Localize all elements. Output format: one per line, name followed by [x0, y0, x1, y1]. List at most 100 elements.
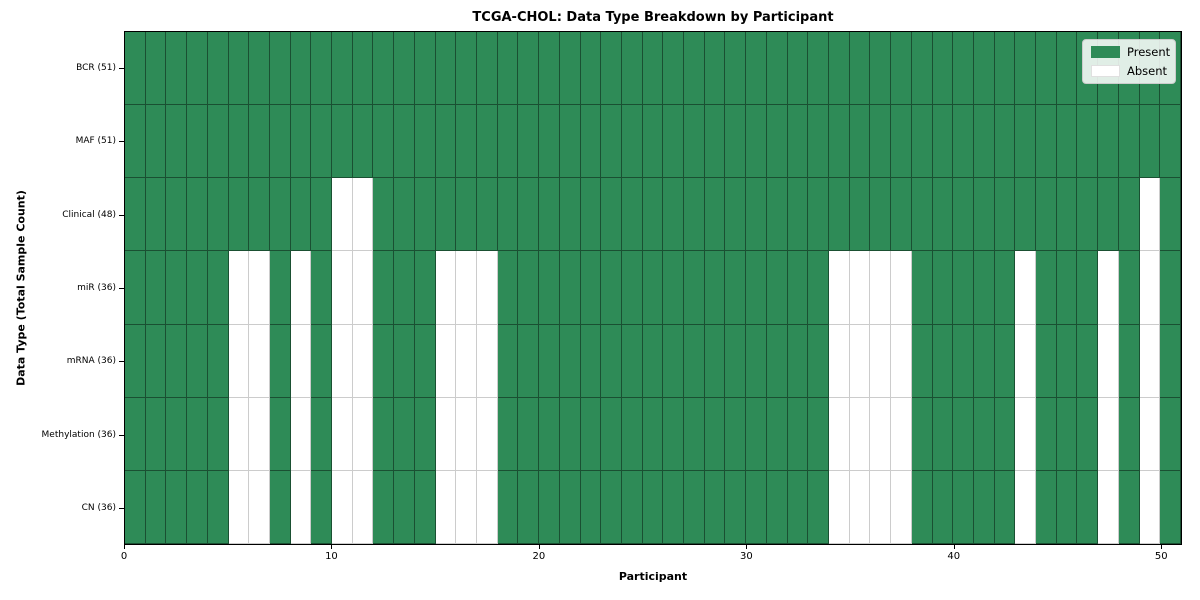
heatmap-cell — [228, 178, 250, 252]
heatmap-cell — [787, 397, 809, 471]
heatmap-cell — [1015, 178, 1037, 252]
heatmap-cell — [1160, 470, 1181, 544]
heatmap-cell — [849, 470, 871, 544]
heatmap-cell — [269, 32, 291, 106]
heatmap-cell — [414, 470, 436, 544]
heatmap-cell — [1036, 324, 1057, 398]
y-tick-mark — [119, 288, 124, 289]
heatmap-cell — [311, 251, 333, 325]
heatmap-cell — [207, 324, 229, 398]
heatmap-cell — [187, 105, 208, 179]
heatmap-cell — [352, 397, 374, 471]
heatmap-cell — [870, 251, 892, 325]
heatmap-cell — [1098, 470, 1119, 544]
heatmap-cell — [973, 397, 995, 471]
heatmap-cell — [808, 470, 829, 544]
heatmap-cell — [166, 470, 188, 544]
heatmap-cell — [373, 324, 395, 398]
heatmap-cell — [477, 178, 498, 252]
plot-area — [124, 31, 1182, 545]
heatmap-cell — [746, 470, 767, 544]
heatmap-cell — [166, 397, 188, 471]
heatmap-cell — [332, 251, 353, 325]
heatmap-cell — [911, 178, 933, 252]
x-tick-label: 0 — [120, 551, 128, 562]
heatmap-cell — [311, 32, 333, 106]
heatmap-cell — [787, 32, 809, 106]
heatmap-cell — [621, 324, 643, 398]
y-tick-mark — [119, 434, 124, 436]
heatmap-cell — [891, 105, 912, 179]
heatmap-cell — [414, 397, 436, 471]
heatmap-cell — [973, 32, 995, 106]
y-tick-label: miR (36) — [77, 283, 116, 293]
heatmap-cell — [684, 397, 705, 471]
heatmap-cell — [663, 324, 685, 398]
heatmap-cell — [228, 324, 250, 398]
heatmap-cell — [973, 105, 995, 179]
heatmap-cell — [497, 324, 519, 398]
heatmap-cell — [207, 397, 229, 471]
heatmap-cell — [891, 251, 912, 325]
heatmap-cell — [1015, 324, 1037, 398]
heatmap-cell — [539, 178, 560, 252]
heatmap-cell — [497, 251, 519, 325]
heatmap-cell — [1036, 105, 1057, 179]
heatmap-cell — [601, 251, 622, 325]
heatmap-cell — [891, 470, 912, 544]
heatmap-cell — [269, 397, 291, 471]
heatmap-cell — [518, 178, 540, 252]
heatmap-cell — [684, 32, 705, 106]
heatmap-cell — [994, 470, 1016, 544]
heatmap-cell — [1077, 251, 1099, 325]
legend: Present Absent — [1082, 39, 1176, 84]
heatmap-cell — [373, 105, 395, 179]
heatmap-cell — [228, 32, 250, 106]
y-tick-label: MAF (51) — [75, 136, 116, 147]
heatmap-cell — [787, 324, 809, 398]
heatmap-cell — [228, 470, 250, 544]
heatmap-cell — [518, 397, 540, 471]
heatmap-cell — [373, 32, 395, 106]
heatmap-cell — [684, 178, 705, 252]
heatmap-cell — [539, 470, 560, 544]
heatmap-cell — [290, 470, 312, 544]
heatmap-cell — [477, 470, 498, 544]
heatmap-cell — [849, 251, 871, 325]
heatmap-cell — [332, 105, 353, 179]
heatmap-cell — [125, 397, 146, 471]
heatmap-cell — [932, 105, 954, 179]
heatmap-cell — [932, 251, 954, 325]
heatmap-cell — [145, 397, 167, 471]
heatmap-cell — [704, 324, 726, 398]
heatmap-cell — [601, 470, 622, 544]
heatmap-cell — [787, 178, 809, 252]
heatmap-cell — [145, 32, 167, 106]
heatmap-cell — [766, 105, 788, 179]
heatmap-cell — [973, 178, 995, 252]
heatmap-cell — [1160, 251, 1181, 325]
heatmap-cell — [1036, 397, 1057, 471]
heatmap-cell — [456, 105, 477, 179]
heatmap-cell — [539, 324, 560, 398]
heatmap-cell — [1160, 178, 1181, 252]
heatmap-cell — [394, 105, 415, 179]
heatmap-cell — [166, 324, 188, 398]
heatmap-cell — [559, 470, 581, 544]
heatmap-cell — [829, 324, 850, 398]
y-tick-mark — [119, 361, 124, 363]
heatmap-cell — [953, 32, 974, 106]
heatmap-cell — [932, 397, 954, 471]
heatmap-cell — [663, 251, 685, 325]
heatmap-cell — [1056, 470, 1078, 544]
heatmap-cell — [953, 470, 974, 544]
heatmap-cell — [1118, 178, 1140, 252]
heatmap-cell — [766, 32, 788, 106]
heatmap-cell — [373, 178, 395, 252]
heatmap-cell — [352, 105, 374, 179]
heatmap-cell — [1118, 105, 1140, 179]
heatmap-cell — [166, 178, 188, 252]
heatmap-cell — [497, 32, 519, 106]
heatmap-cell — [145, 470, 167, 544]
heatmap-cell — [973, 470, 995, 544]
